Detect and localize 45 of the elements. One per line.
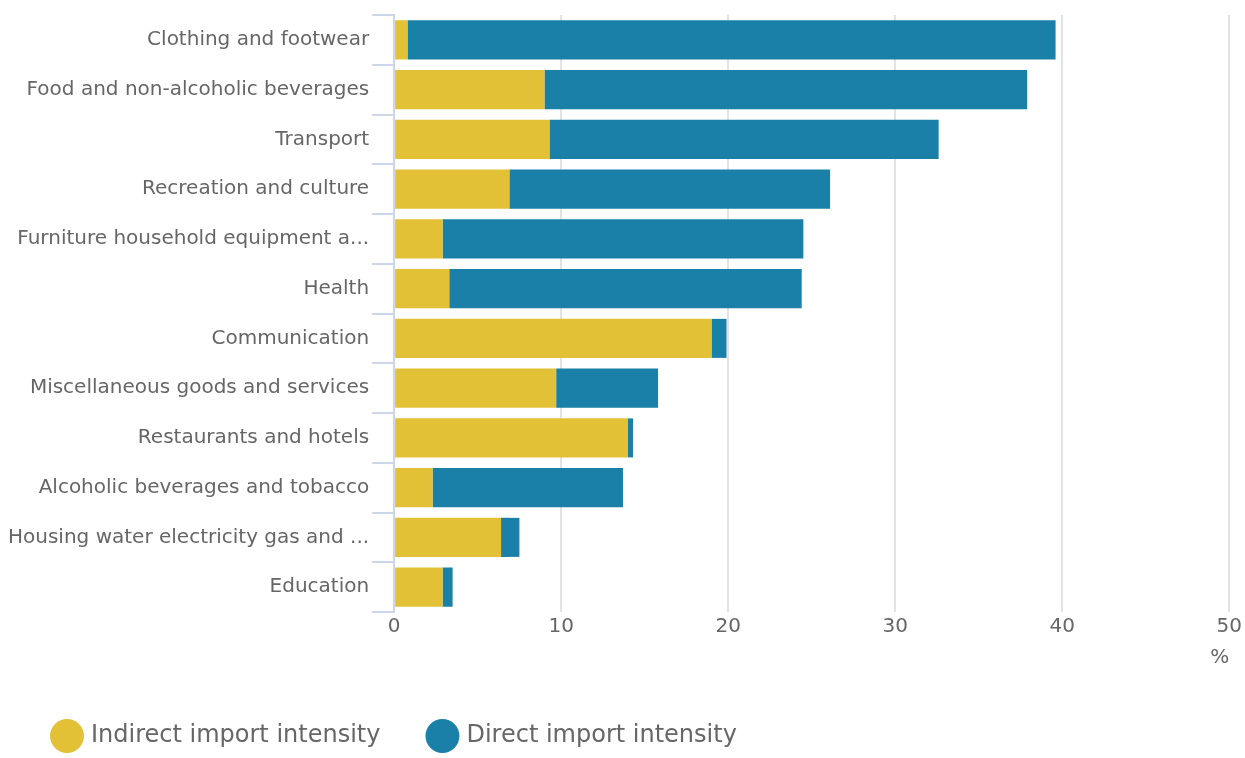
bar [407, 20, 1056, 60]
bar [432, 468, 623, 508]
bar [395, 20, 408, 60]
x-axis-title: % [1210, 644, 1230, 669]
y-tick-label: Food and non-alcoholic beverages [26, 75, 370, 100]
x-tick-label: 30 [882, 613, 908, 638]
x-tick-label: 40 [1049, 613, 1075, 638]
bar [395, 169, 510, 209]
bar [395, 70, 545, 110]
y-tick-label: Housing water electricity gas and ... [8, 523, 370, 548]
x-tick-label: 10 [548, 613, 574, 638]
bar [395, 119, 550, 159]
bar [556, 368, 659, 408]
y-tick-label: Clothing and footwear [147, 26, 370, 51]
bar [442, 567, 453, 607]
bar [544, 70, 1028, 110]
y-tick-label: Transport [274, 125, 370, 150]
bar [501, 517, 520, 557]
bar [509, 169, 831, 209]
bar [395, 468, 433, 508]
bar [395, 418, 628, 458]
bar [395, 517, 502, 557]
x-tick-label: 0 [387, 613, 401, 638]
bar [395, 219, 443, 259]
bar [395, 269, 450, 309]
bar [627, 418, 633, 458]
y-tick-label: Health [303, 274, 370, 299]
bar [395, 567, 443, 607]
y-tick-label: Communication [211, 324, 370, 349]
y-tick-label: Furniture household equipment a... [17, 225, 370, 250]
y-tick-label: Miscellaneous goods and services [29, 374, 370, 399]
y-tick-label: Recreation and culture [142, 175, 370, 200]
legend-label: Direct import intensity [466, 720, 737, 749]
bar [449, 269, 802, 309]
bar [395, 318, 712, 358]
y-tick-label: Restaurants and hotels [137, 424, 370, 449]
y-tick-label: Alcoholic beverages and tobacco [38, 473, 370, 498]
x-tick-label: 20 [715, 613, 741, 638]
bar [711, 318, 727, 358]
bar [442, 219, 804, 259]
y-tick-label: Education [269, 573, 370, 598]
x-tick-label: 50 [1216, 613, 1242, 638]
legend-label: Indirect import intensity [91, 720, 381, 749]
bar [395, 368, 557, 408]
bar [549, 119, 939, 159]
